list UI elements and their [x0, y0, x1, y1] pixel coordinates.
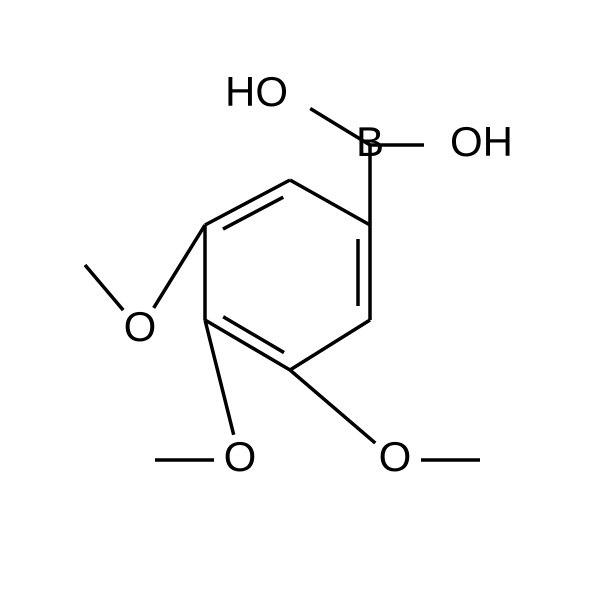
bond: [205, 320, 234, 435]
atom-label-o1: OH: [450, 118, 513, 165]
atom-label-o3: O: [124, 303, 157, 350]
bond: [223, 197, 283, 229]
atom-label-o5: O: [379, 433, 412, 480]
bond: [290, 180, 370, 225]
bond: [154, 225, 205, 308]
molecule-diagram: B OH HO O O O: [0, 0, 600, 600]
bond: [205, 320, 290, 370]
bond: [290, 320, 370, 370]
bond: [205, 180, 290, 225]
atom-label-o2: HO: [225, 68, 288, 115]
atom-label-o4: O: [224, 433, 257, 480]
bond: [290, 370, 375, 443]
atom-label-b: B: [356, 118, 384, 165]
bond: [85, 265, 123, 310]
